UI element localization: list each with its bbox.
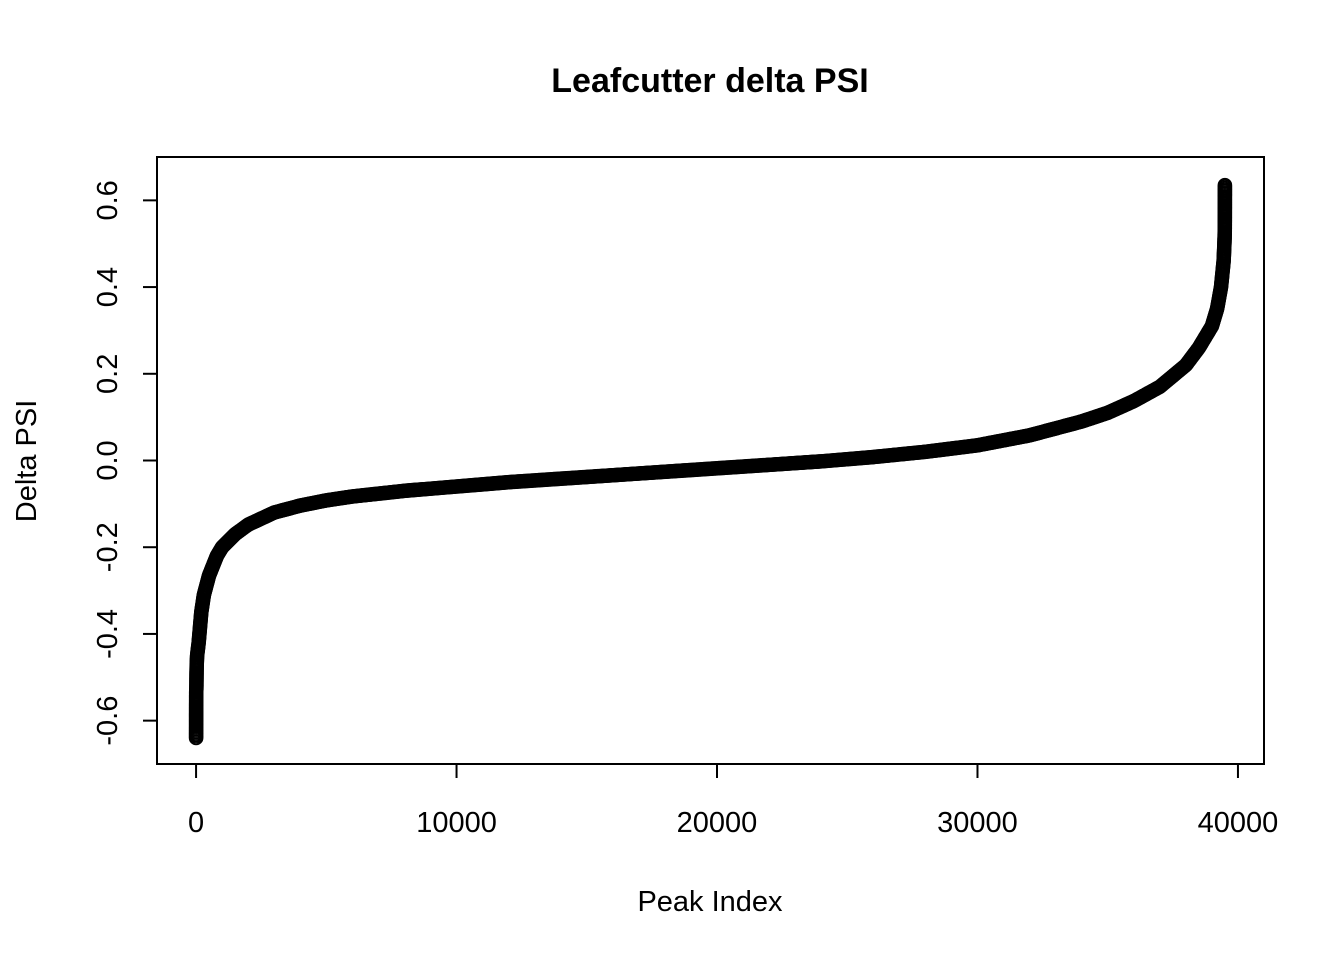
data-point [1217,179,1233,194]
y-tick-label: 0.2 [92,354,124,394]
y-tick-label: -0.6 [92,696,124,746]
y-tick-label: 0.4 [92,267,124,307]
y-axis-label: Delta PSI [11,400,43,523]
x-tick-label: 40000 [1198,807,1279,839]
data-points [188,177,1233,746]
y-tick-label: 0.6 [92,180,124,220]
plot-frame [156,156,1265,765]
y-tick-label: -0.2 [92,522,124,572]
y-tick-label: 0.0 [92,440,124,480]
x-tick-label: 20000 [677,807,758,839]
x-tick-label: 30000 [937,807,1018,839]
chart-title: Leafcutter delta PSI [551,62,868,100]
x-axis-ticks: 0 10000 20000 30000 40000 [188,764,1278,839]
y-axis-ticks: -0.6 -0.4 -0.2 0.0 0.2 0.4 0.6 [92,180,157,746]
x-tick-label: 0 [188,807,204,839]
y-tick-label: -0.4 [92,609,124,659]
x-tick-label: 10000 [416,807,497,839]
x-axis-label: Peak Index [637,886,783,918]
